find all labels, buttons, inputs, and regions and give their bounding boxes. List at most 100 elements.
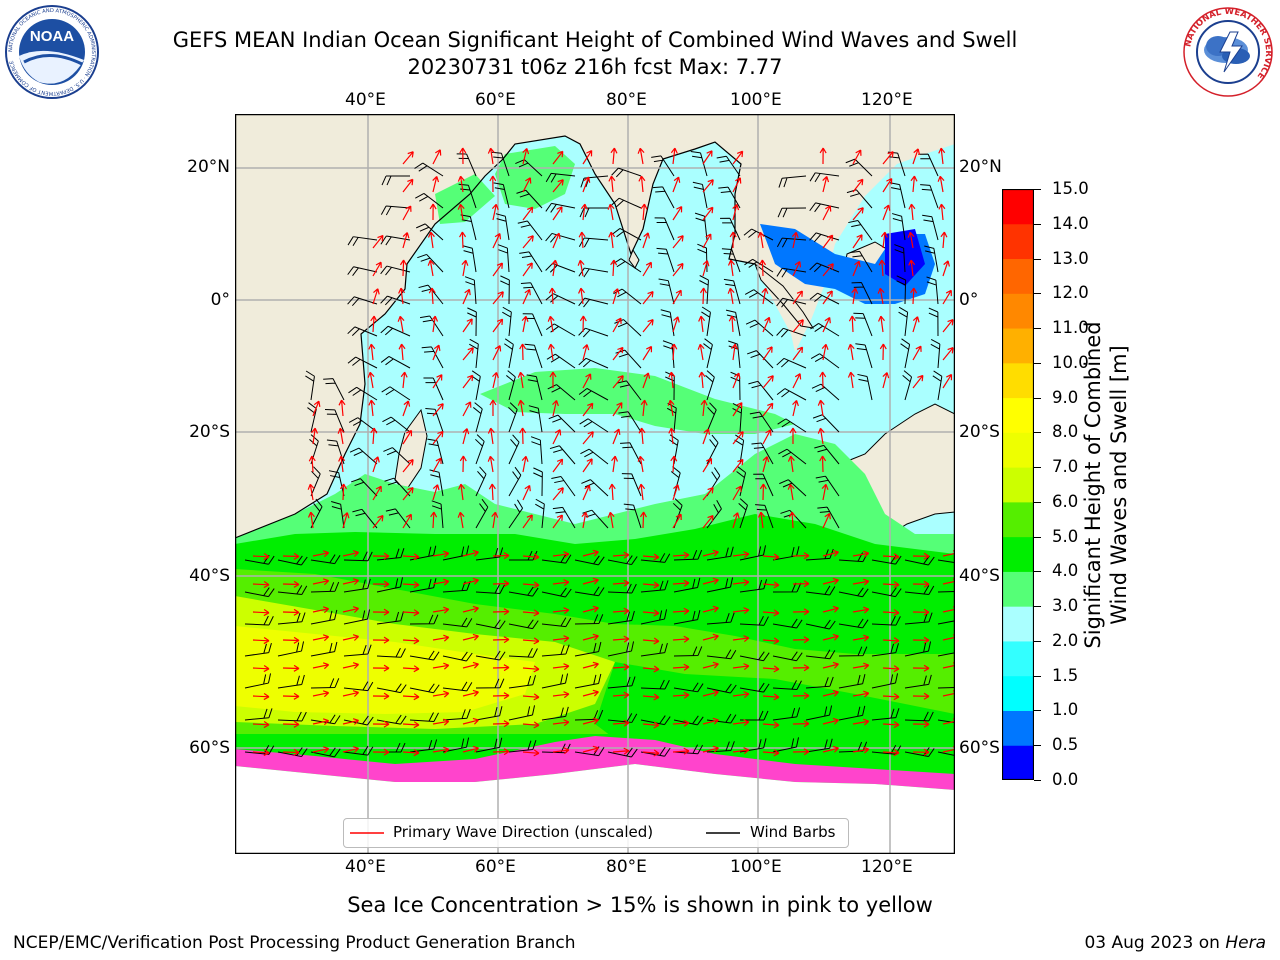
wave-direction-arrow [432, 746, 450, 754]
wind-barb [414, 162, 444, 177]
wave-direction-arrow [817, 399, 825, 417]
colorbar-tick-label: 12.0 [1052, 283, 1089, 303]
wave-direction-arrow [822, 176, 830, 193]
wave-direction-arrow [368, 343, 376, 361]
colorbar-tick-mark [1034, 675, 1041, 677]
wave-direction-arrow [492, 636, 510, 644]
map-legend: Primary Wave Direction (unscaled) Wind B… [343, 818, 849, 848]
wave-direction-arrow [791, 231, 799, 249]
wave-direction-arrow [492, 692, 510, 700]
colorbar-tick-mark [1034, 189, 1041, 190]
wave-direction-arrow [402, 637, 420, 645]
wind-barb [849, 250, 873, 273]
lon-label-top-120e: 120°E [861, 90, 913, 110]
wave-direction-arrow [397, 315, 405, 333]
wave-direction-arrow [762, 553, 780, 561]
wind-barb [541, 706, 569, 721]
wave-direction-arrow [792, 552, 810, 560]
wave-direction-arrow [821, 343, 829, 361]
wind-barb [475, 678, 505, 689]
antarctic-ice [235, 736, 955, 790]
wind-barb [721, 248, 741, 273]
wave-direction-arrow [612, 317, 622, 333]
colorbar-tick-label: 0.0 [1052, 770, 1079, 789]
wave-direction-arrow [372, 261, 382, 277]
wave-direction-arrow [732, 635, 750, 643]
wave-direction-arrow [462, 288, 471, 305]
wind-barb [323, 378, 345, 401]
wind-barb [778, 175, 807, 188]
wave-direction-arrow [942, 373, 953, 389]
wind-barb [673, 715, 704, 726]
wind-barb [380, 265, 411, 276]
wind-barb [347, 326, 378, 337]
wave-direction-arrow [432, 374, 443, 389]
wave-direction-arrow [637, 147, 645, 165]
wave-direction-arrow [727, 287, 735, 305]
wave-direction-arrow [792, 261, 802, 277]
wave-direction-arrow [757, 231, 765, 249]
wave-direction-arrow [792, 664, 810, 672]
wind-barb [442, 651, 473, 662]
wave-direction-arrow [762, 693, 780, 701]
wave-direction-arrow [822, 205, 832, 221]
wave-direction-arrow [702, 605, 719, 613]
colorbar-swatch [1002, 606, 1034, 642]
wind-barb [277, 747, 308, 758]
wind-barb [508, 402, 518, 433]
colorbar-swatch [1002, 640, 1034, 677]
wave-direction-arrow [882, 665, 900, 673]
wave-direction-arrow [402, 232, 410, 249]
wind-barb [673, 682, 704, 693]
wind-barb [922, 214, 939, 241]
lon-label-bottom-100e: 100°E [730, 857, 782, 877]
wave-direction-arrow [552, 551, 570, 559]
wind-barb [777, 207, 807, 218]
wind-barb [409, 614, 439, 625]
wave-direction-arrow [462, 605, 479, 613]
wave-direction-arrow [852, 606, 870, 614]
wind-barb [547, 384, 576, 401]
wave-direction-arrow [432, 606, 450, 614]
wave-direction-arrow [400, 371, 408, 389]
wind-barb [495, 213, 510, 241]
wave-direction-arrow [462, 717, 479, 725]
wind-barb [701, 306, 711, 337]
wave-direction-arrow [852, 178, 864, 193]
colorbar-tick-label: 5.0 [1052, 526, 1079, 546]
wave-direction-arrow [342, 718, 360, 725]
colorbar-tick-label: 13.0 [1052, 248, 1089, 268]
wave-direction-arrow [402, 581, 420, 589]
wind-barb [530, 436, 543, 465]
wind-barb [814, 444, 840, 465]
wave-direction-arrow [252, 721, 270, 729]
wave-direction-arrow [672, 513, 682, 529]
wave-direction-arrow [882, 204, 891, 221]
wave-direction-arrow [822, 745, 839, 753]
wind-barb [579, 418, 609, 433]
wave-direction-arrow [938, 147, 946, 165]
wave-direction-arrow [672, 719, 690, 727]
wave-direction-arrow [792, 748, 810, 756]
wind-barb [640, 580, 669, 593]
wave-direction-arrow [457, 511, 465, 529]
wave-direction-arrow [492, 552, 510, 560]
wind-barb [673, 646, 703, 657]
wind-barb [805, 619, 836, 630]
sea-ice-note: Sea Ice Concentration > 15% is shown in … [347, 893, 933, 917]
wave-direction-arrow [402, 178, 414, 193]
wind-barb [838, 618, 869, 629]
wind-barb [475, 434, 485, 465]
wave-direction-arrow [522, 288, 531, 305]
colorbar-swatch [1002, 293, 1034, 329]
wind-barb [508, 647, 538, 658]
wind-barb [352, 508, 378, 529]
lat-label-left-20s: 20°S [189, 422, 230, 442]
colorbar-tick-mark [1034, 710, 1041, 712]
wave-direction-arrow [372, 636, 390, 644]
noaa-logo-text: NOAA [30, 28, 74, 45]
wave-direction-arrow [852, 746, 870, 754]
wind-barb [845, 158, 873, 177]
machine-name: Hera [1225, 933, 1266, 953]
wave-direction-arrow [548, 287, 556, 305]
